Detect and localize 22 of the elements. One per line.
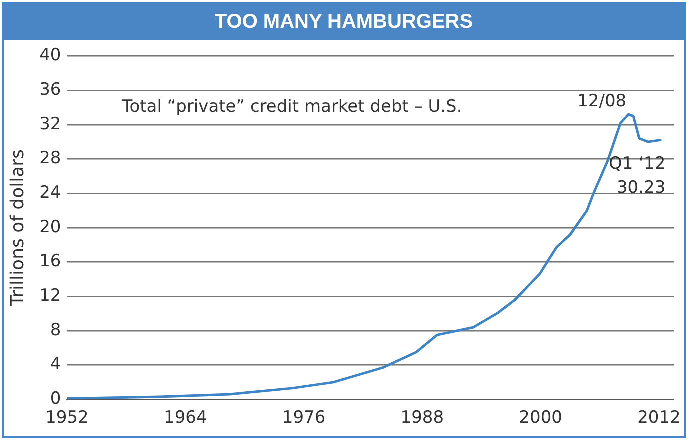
x-tick-label: 2000 <box>519 408 562 428</box>
annotation: Q1 ‘12 30.23 <box>609 154 666 198</box>
y-tick-label: 20 <box>40 217 62 238</box>
y-tick-label: 8 <box>50 320 62 340</box>
chart-title: TOO MANY HAMBURGERS <box>4 4 684 40</box>
x-tick-label: 1988 <box>400 408 444 428</box>
y-tick-label: 4 <box>50 354 62 375</box>
y-tick-label: 40 <box>40 46 62 66</box>
y-tick-label: 28 <box>40 148 62 169</box>
y-tick-label: 12 <box>40 286 62 306</box>
y-tick-label: 32 <box>40 114 62 134</box>
y-axis-title: Trillions of dollars <box>7 150 28 308</box>
x-tick-label: 1964 <box>164 408 208 428</box>
y-tick-label: 24 <box>40 182 62 203</box>
annotation: Total “private” credit market debt – U.S. <box>121 97 462 118</box>
y-tick-label: 0 <box>50 389 62 410</box>
annotation: 12/08 <box>578 92 627 112</box>
x-tick-label: 2012 <box>638 408 681 428</box>
y-tick-label: 36 <box>40 80 62 100</box>
x-tick-label: 1952 <box>46 408 89 428</box>
y-tick-label: 16 <box>40 252 62 272</box>
x-tick-label: 1976 <box>282 408 326 428</box>
